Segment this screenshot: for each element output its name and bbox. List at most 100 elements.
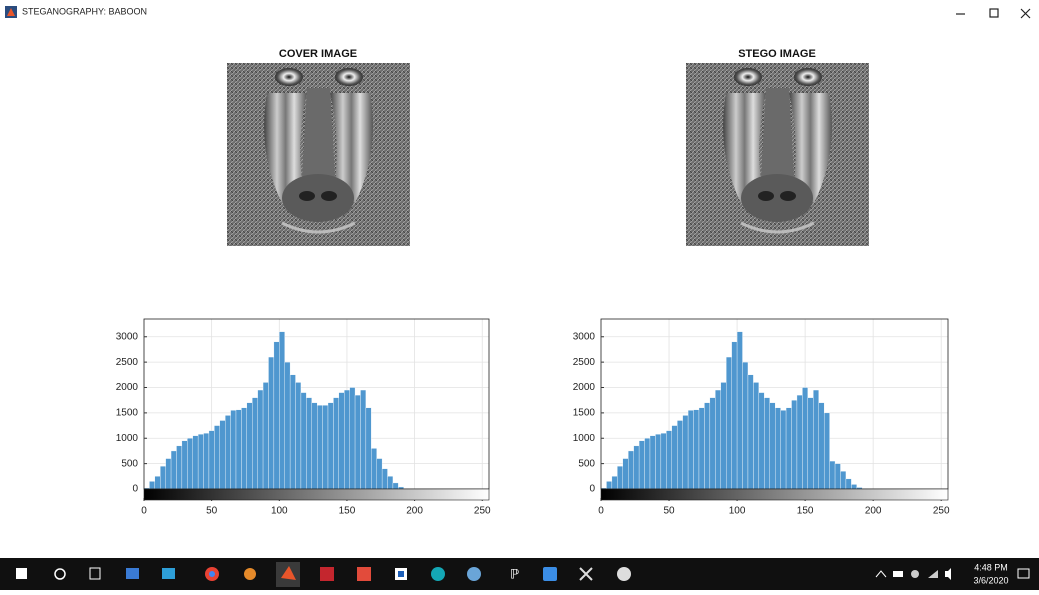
histogram-bar xyxy=(694,410,699,489)
clock-time[interactable]: 4:48 PM xyxy=(974,562,1008,572)
app-icon[interactable] xyxy=(244,568,256,580)
y-tick-label: 2500 xyxy=(116,357,139,368)
app-icon[interactable] xyxy=(617,567,631,581)
restore-button[interactable] xyxy=(990,9,998,17)
histogram-bar xyxy=(781,410,786,489)
app-icon[interactable] xyxy=(543,567,557,581)
histogram-bar xyxy=(721,382,726,489)
histogram-bar xyxy=(699,408,704,489)
histogram-bar xyxy=(198,434,203,489)
histogram-bar xyxy=(819,403,824,489)
histogram-bar xyxy=(176,446,181,489)
histogram-bar xyxy=(296,382,301,489)
arduino-icon[interactable] xyxy=(431,567,445,581)
histogram-bar xyxy=(835,464,840,489)
histogram-bar xyxy=(328,403,333,489)
y-tick-label: 2000 xyxy=(116,382,139,393)
histogram-bar xyxy=(786,408,791,489)
histogram-bar xyxy=(650,436,655,489)
histogram-bar xyxy=(182,441,187,489)
x-tick-label: 250 xyxy=(933,506,950,517)
histogram-bar xyxy=(775,408,780,489)
histogram-bar xyxy=(634,446,639,489)
x-tick-label: 50 xyxy=(206,506,218,517)
app-icon-glyph: ℙ xyxy=(510,566,519,581)
histogram-bar xyxy=(388,476,393,489)
window: STEGANOGRAPHY: BABOON COVER IMAGE STEGO … xyxy=(0,0,1039,590)
histogram-bar xyxy=(764,398,769,489)
colorbar xyxy=(601,489,948,500)
histogram-bar xyxy=(808,398,813,489)
histogram-bar xyxy=(317,405,322,489)
histogram-bar xyxy=(645,438,650,489)
histogram-bar xyxy=(661,433,666,489)
y-tick-label: 1000 xyxy=(116,433,139,444)
x-tick-label: 150 xyxy=(339,506,356,517)
histogram-bar xyxy=(677,420,682,489)
close-button[interactable] xyxy=(1021,9,1030,18)
histogram-bar xyxy=(268,357,273,489)
histogram-bar xyxy=(209,431,214,489)
x-tick-label: 200 xyxy=(406,506,423,517)
histogram-bar xyxy=(274,342,279,489)
histogram-bar xyxy=(360,390,365,489)
window-title: STEGANOGRAPHY: BABOON xyxy=(22,6,147,16)
histogram-bar xyxy=(666,431,671,489)
histogram-bar xyxy=(802,388,807,489)
histogram-bar xyxy=(617,466,622,489)
colorbar xyxy=(144,489,489,500)
histogram-bar xyxy=(792,400,797,489)
histogram-bar xyxy=(612,476,617,489)
histogram-bar xyxy=(312,403,317,489)
histogram-bar xyxy=(748,375,753,489)
histogram-bar xyxy=(623,459,628,489)
y-tick-label: 3000 xyxy=(116,331,139,342)
y-tick-label: 1500 xyxy=(573,408,596,419)
app-icon[interactable] xyxy=(357,567,371,581)
histogram-bar xyxy=(655,434,660,489)
histogram-bar xyxy=(231,410,236,489)
histogram-bar xyxy=(382,469,387,489)
x-tick-label: 250 xyxy=(474,506,491,517)
x-tick-label: 50 xyxy=(663,506,675,517)
histogram-bar xyxy=(683,415,688,489)
histogram-bar xyxy=(306,398,311,489)
x-tick-label: 0 xyxy=(598,506,604,517)
histogram-bar xyxy=(371,448,376,489)
histogram-bar xyxy=(606,481,611,489)
histogram-bar xyxy=(688,410,693,489)
tray-icon[interactable] xyxy=(911,570,919,578)
histogram-bar xyxy=(285,362,290,489)
histogram-bar xyxy=(639,441,644,489)
histogram-bar xyxy=(263,382,268,489)
histogram-bar xyxy=(160,466,165,489)
histogram-bar xyxy=(236,410,241,489)
start-button[interactable] xyxy=(16,568,27,579)
x-tick-label: 150 xyxy=(797,506,814,517)
histogram-bar xyxy=(241,408,246,489)
app-icon[interactable] xyxy=(162,568,175,579)
histogram-bar xyxy=(759,393,764,489)
stego-image xyxy=(686,63,869,246)
histogram-bar xyxy=(225,415,230,489)
image-title: COVER IMAGE xyxy=(279,48,357,60)
page: STEGANOGRAPHY: BABOON COVER IMAGE STEGO … xyxy=(0,0,1039,590)
histogram-bar xyxy=(726,357,731,489)
histogram-bar xyxy=(824,413,829,489)
app-icon[interactable] xyxy=(320,567,334,581)
histogram-bar xyxy=(743,362,748,489)
histogram-bar xyxy=(704,403,709,489)
histogram-bar xyxy=(323,405,328,489)
histogram-bar xyxy=(149,481,154,489)
y-tick-label: 500 xyxy=(121,458,138,469)
app-icon[interactable] xyxy=(126,568,139,579)
app-icon[interactable] xyxy=(467,567,481,581)
histogram-bar xyxy=(770,403,775,489)
tray-icon[interactable] xyxy=(893,571,903,577)
histogram-bar xyxy=(214,426,219,489)
clock-date[interactable]: 3/6/2020 xyxy=(973,575,1008,585)
histogram-bar xyxy=(830,461,835,489)
histogram-bar xyxy=(171,451,176,489)
